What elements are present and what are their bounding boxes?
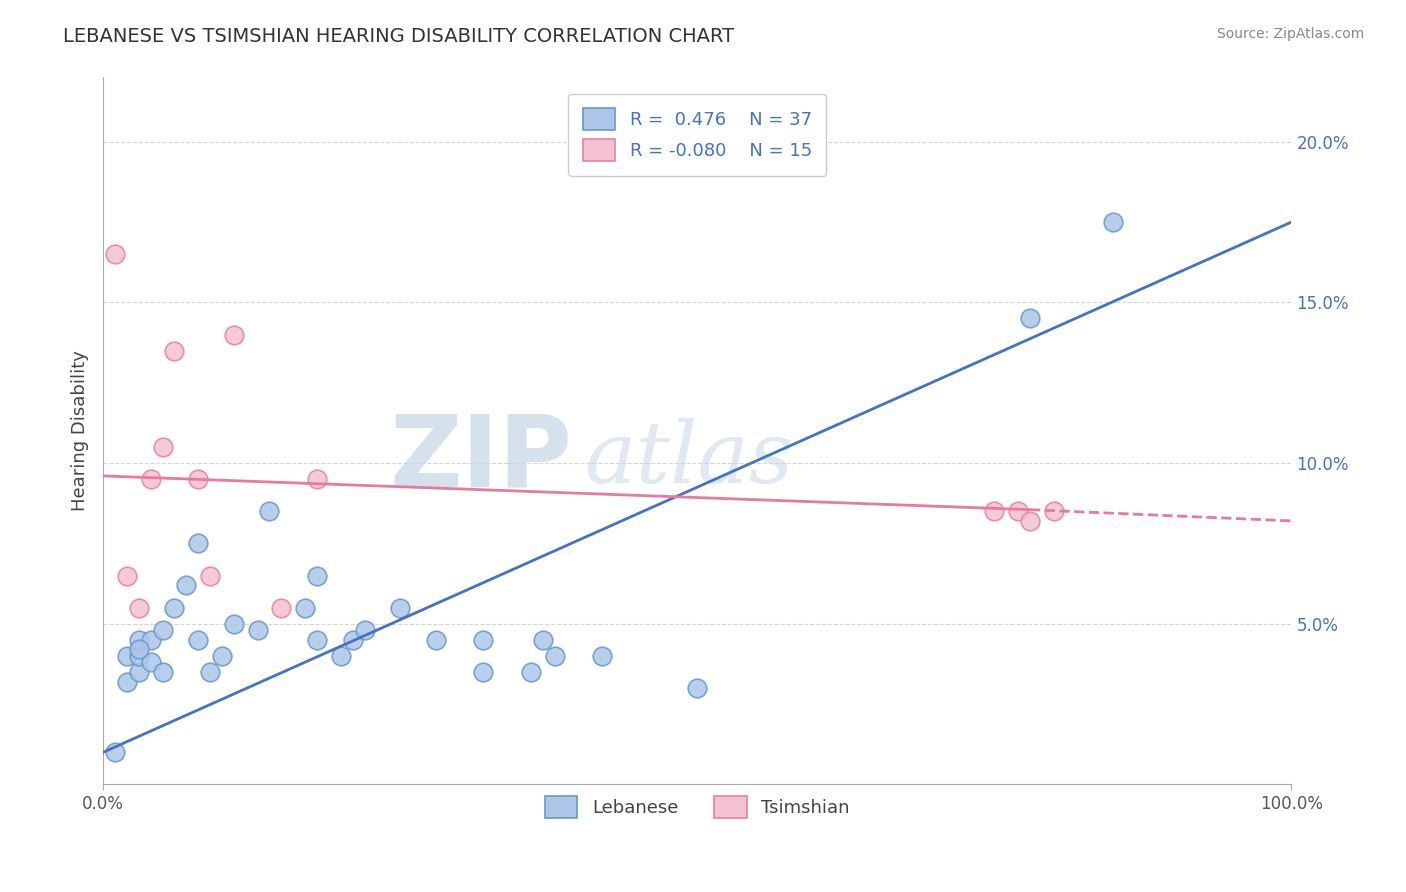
Point — [152, 440, 174, 454]
Point — [1102, 215, 1125, 229]
Point — [128, 600, 150, 615]
Point — [342, 632, 364, 647]
Point — [128, 632, 150, 647]
Point — [115, 648, 138, 663]
Y-axis label: Hearing Disability: Hearing Disability — [72, 351, 89, 511]
Point — [544, 648, 567, 663]
Point — [211, 648, 233, 663]
Text: LEBANESE VS TSIMSHIAN HEARING DISABILITY CORRELATION CHART: LEBANESE VS TSIMSHIAN HEARING DISABILITY… — [63, 27, 734, 45]
Point — [163, 600, 186, 615]
Point — [270, 600, 292, 615]
Point — [187, 632, 209, 647]
Point — [176, 578, 198, 592]
Point — [425, 632, 447, 647]
Point — [305, 632, 328, 647]
Point — [294, 600, 316, 615]
Point — [259, 504, 281, 518]
Point — [305, 472, 328, 486]
Point — [139, 656, 162, 670]
Point — [472, 665, 495, 679]
Point — [104, 745, 127, 759]
Point — [222, 616, 245, 631]
Point — [983, 504, 1005, 518]
Point — [128, 642, 150, 657]
Point — [222, 327, 245, 342]
Point — [389, 600, 412, 615]
Point — [329, 648, 352, 663]
Point — [115, 674, 138, 689]
Point — [152, 623, 174, 637]
Point — [115, 568, 138, 582]
Text: ZIP: ZIP — [389, 410, 572, 508]
Point — [104, 247, 127, 261]
Point — [139, 472, 162, 486]
Point — [246, 623, 269, 637]
Point — [472, 632, 495, 647]
Point — [198, 568, 221, 582]
Point — [520, 665, 543, 679]
Legend: Lebanese, Tsimshian: Lebanese, Tsimshian — [537, 789, 856, 825]
Point — [353, 623, 375, 637]
Point — [198, 665, 221, 679]
Point — [152, 665, 174, 679]
Text: Source: ZipAtlas.com: Source: ZipAtlas.com — [1216, 27, 1364, 41]
Point — [1019, 514, 1042, 528]
Point — [531, 632, 554, 647]
Point — [591, 648, 613, 663]
Text: atlas: atlas — [585, 417, 793, 500]
Point — [1019, 311, 1042, 326]
Point — [128, 665, 150, 679]
Point — [1007, 504, 1029, 518]
Point — [163, 343, 186, 358]
Point — [139, 632, 162, 647]
Point — [187, 536, 209, 550]
Point — [187, 472, 209, 486]
Point — [686, 681, 709, 695]
Point — [305, 568, 328, 582]
Point — [128, 648, 150, 663]
Point — [1042, 504, 1064, 518]
